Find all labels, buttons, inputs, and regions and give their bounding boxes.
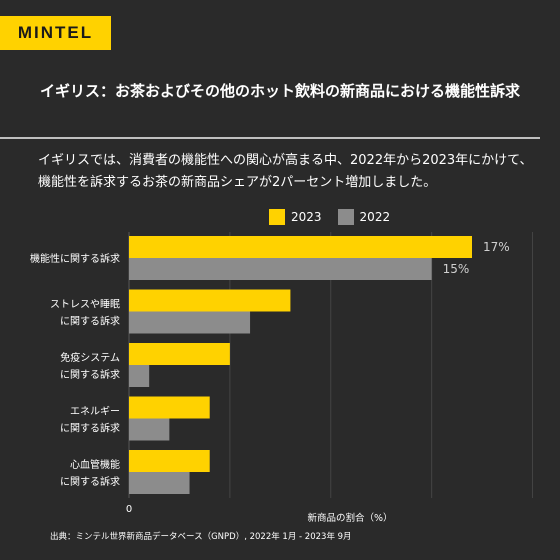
bar-2023-2: [129, 343, 230, 365]
category-label-1: に関する訴求: [60, 315, 120, 328]
description-text: イギリスでは、消費者の機能性への関心が高まる中、2022年から2023年にかけて…: [38, 153, 533, 190]
bar-2022-2: [129, 365, 150, 387]
legend-label-2022: 2022: [359, 210, 391, 224]
category-label-3: に関する訴求: [60, 422, 120, 435]
mintel-logo: MINTEL: [0, 16, 111, 50]
bar-2023-3: [129, 396, 210, 419]
category-label-1: ストレスや睡眠: [50, 298, 120, 311]
category-label-4: 心血管機能: [70, 458, 120, 471]
bar-2023-1: [129, 289, 291, 312]
legend-label-2023: 2023: [291, 210, 322, 224]
data-label-2022-0: 15%: [443, 262, 470, 276]
x-tick-label: 0: [126, 504, 132, 515]
page-title: イギリス：お茶およびその他のホット飲料の新商品における機能性訴求: [40, 82, 521, 100]
legend-swatch-2023: [269, 209, 285, 225]
legend-swatch-2022: [337, 209, 354, 225]
bar-2022-1: [129, 311, 251, 334]
category-label-2: 免疫システム: [60, 351, 120, 364]
category-label-2: に関する訴求: [60, 368, 120, 381]
divider: [0, 137, 540, 139]
bar-2022-4: [129, 472, 190, 494]
category-label-4: に関する訴求: [60, 475, 120, 488]
category-label-3: エネルギー: [70, 406, 120, 418]
bar-2023-0: [129, 236, 472, 258]
bar-2022-0: [129, 258, 432, 280]
bar-2022-3: [129, 418, 170, 441]
x-axis-label: 新商品の割合（%）: [307, 512, 392, 524]
chart-legend: 2023 2022: [269, 209, 406, 225]
data-label-2023-0: 17%: [483, 240, 510, 254]
legend-item-2023: 2023: [269, 209, 322, 225]
source-note: 出典：ミンテル世界新商品データベース（GNPD）, 2022年 1月 - 202…: [50, 532, 352, 542]
category-label-0: 機能性に関する訴求: [30, 252, 120, 265]
legend-item-2022: 2022: [337, 209, 391, 225]
bar-2023-4: [129, 450, 210, 472]
